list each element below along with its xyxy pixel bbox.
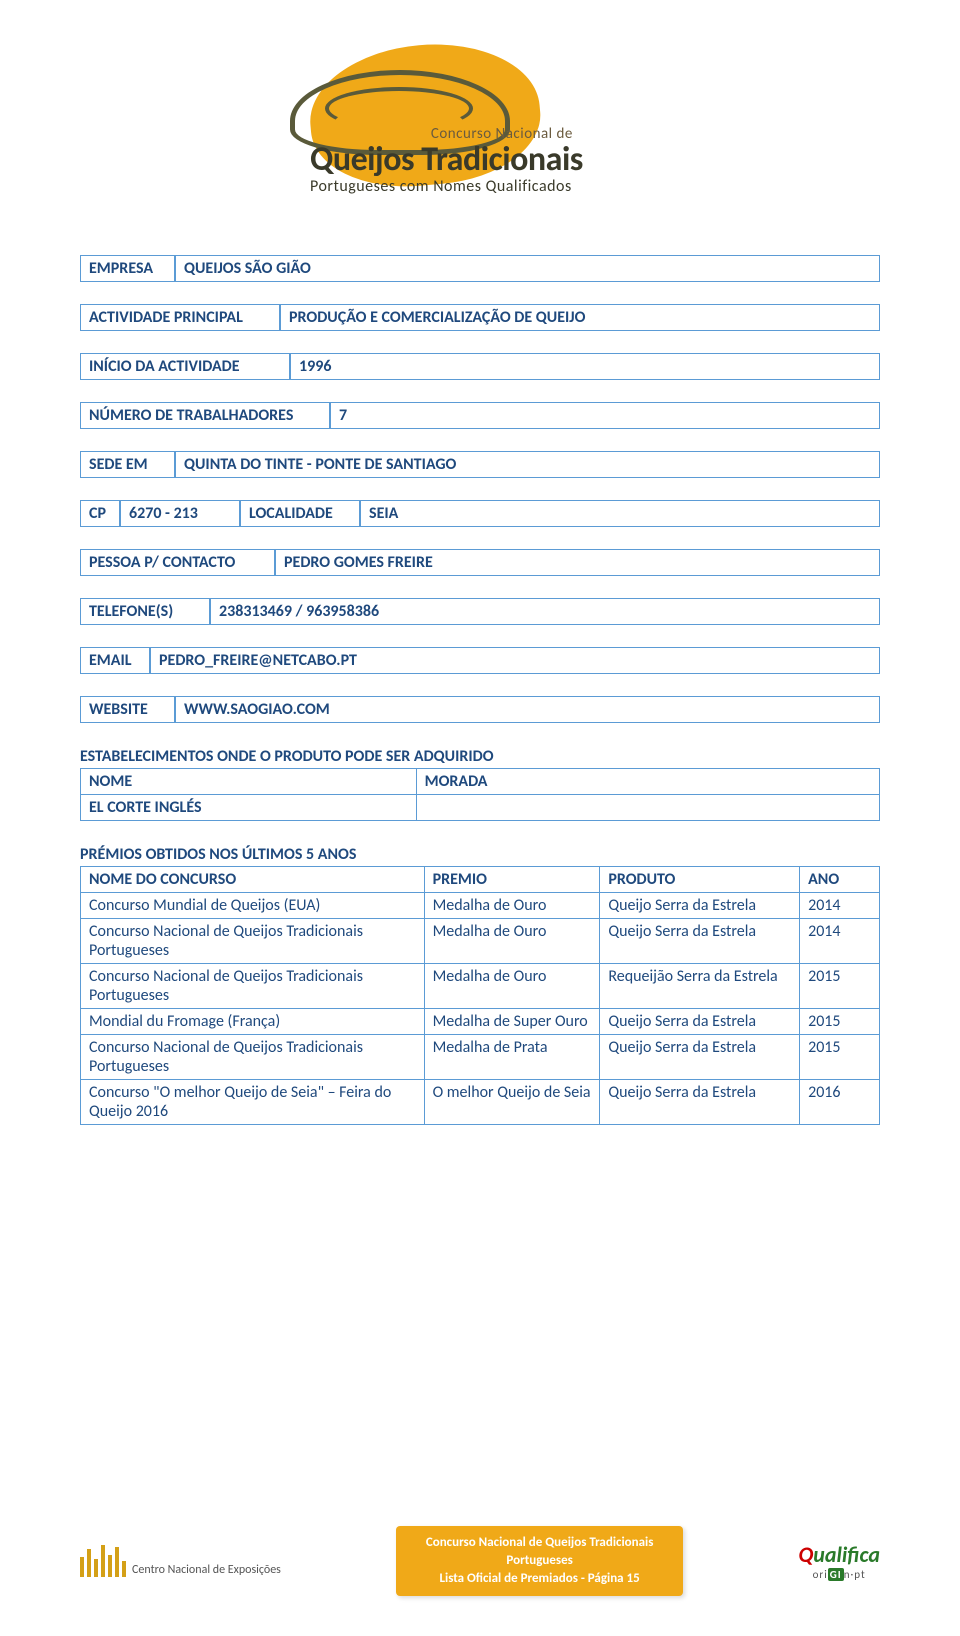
col-morada: MORADA bbox=[416, 769, 879, 795]
row-pessoa: PESSOA P/ CONTACTO PEDRO GOMES FREIRE bbox=[80, 549, 880, 576]
label-sede: SEDE EM bbox=[80, 451, 175, 478]
table-cell: Mondial du Fromage (França) bbox=[81, 1009, 425, 1035]
label-inicio: INÍCIO DA ACTIVIDADE bbox=[80, 353, 290, 380]
value-cp: 6270 - 213 bbox=[120, 500, 240, 527]
origin-pt-text: oriGIn·pt bbox=[798, 1568, 880, 1581]
table-cell: 2014 bbox=[800, 919, 880, 964]
value-numero: 7 bbox=[330, 402, 880, 429]
table-cell: Queijo Serra da Estrela bbox=[600, 893, 800, 919]
value-empresa: QUEIJOS SÃO GIÃO bbox=[175, 255, 880, 282]
table-cell: Medalha de Prata bbox=[424, 1035, 600, 1080]
premios-title: PRÉMIOS OBTIDOS NOS ÚLTIMOS 5 ANOS bbox=[80, 843, 880, 866]
logo-tagline: Portugueses com Nomes Qualificados bbox=[310, 177, 583, 196]
col-nome: NOME bbox=[81, 769, 417, 795]
table-row: NOME MORADA bbox=[81, 769, 880, 795]
table-cell: Concurso Nacional de Queijos Tradicionai… bbox=[81, 964, 425, 1009]
label-empresa: EMPRESA bbox=[80, 255, 175, 282]
footer-center-badge: Concurso Nacional de Queijos Tradicionai… bbox=[396, 1526, 684, 1597]
row-empresa: EMPRESA QUEIJOS SÃO GIÃO bbox=[80, 255, 880, 282]
logo-title: Queijos Tradicionais bbox=[310, 143, 583, 177]
row-actividade: ACTIVIDADE PRINCIPAL PRODUÇÃO E COMERCIA… bbox=[80, 304, 880, 331]
row-telefone: TELEFONE(S) 238313469 / 963958386 bbox=[80, 598, 880, 625]
label-actividade: ACTIVIDADE PRINCIPAL bbox=[80, 304, 280, 331]
value-inicio: 1996 bbox=[290, 353, 880, 380]
table-cell: Medalha de Ouro bbox=[424, 964, 600, 1009]
table-cell bbox=[416, 795, 879, 821]
table-cell: Medalha de Ouro bbox=[424, 919, 600, 964]
row-cp-localidade: CP 6270 - 213 LOCALIDADE SEIA bbox=[80, 500, 880, 527]
row-inicio: INÍCIO DA ACTIVIDADE 1996 bbox=[80, 353, 880, 380]
row-website: WEBSITE WWW.SAOGIAO.COM bbox=[80, 696, 880, 723]
qualifica-brand: Qualifica bbox=[798, 1541, 880, 1568]
table-cell: Queijo Serra da Estrela bbox=[600, 919, 800, 964]
table-row: Mondial du Fromage (França)Medalha de Su… bbox=[81, 1009, 880, 1035]
label-email: EMAIL bbox=[80, 647, 150, 674]
col-ano: ANO bbox=[800, 867, 880, 893]
value-website: WWW.SAOGIAO.COM bbox=[175, 696, 880, 723]
table-cell: Medalha de Ouro bbox=[424, 893, 600, 919]
table-row: EL CORTE INGLÉS bbox=[81, 795, 880, 821]
table-cell: Concurso Nacional de Queijos Tradicionai… bbox=[81, 1035, 425, 1080]
value-actividade: PRODUÇÃO E COMERCIALIZAÇÃO DE QUEIJO bbox=[280, 304, 880, 331]
table-cell: 2014 bbox=[800, 893, 880, 919]
premios-table: NOME DO CONCURSO PREMIO PRODUTO ANO Conc… bbox=[80, 866, 880, 1125]
estabelecimentos-title: ESTABELECIMENTOS ONDE O PRODUTO PODE SER… bbox=[80, 745, 880, 768]
table-cell: Queijo Serra da Estrela bbox=[600, 1080, 800, 1125]
table-row: Concurso Nacional de Queijos Tradicionai… bbox=[81, 919, 880, 964]
value-sede: QUINTA DO TINTE - PONTE DE SANTIAGO bbox=[175, 451, 880, 478]
table-cell: 2015 bbox=[800, 1035, 880, 1080]
label-numero: NÚMERO DE TRABALHADORES bbox=[80, 402, 330, 429]
table-row: Concurso Nacional de Queijos Tradicionai… bbox=[81, 964, 880, 1009]
table-cell: Concurso "O melhor Queijo de Seia" – Fei… bbox=[81, 1080, 425, 1125]
row-email: EMAIL PEDRO_FREIRE@NETCABO.PT bbox=[80, 647, 880, 674]
footer-center-line2: Portugueses bbox=[426, 1552, 654, 1570]
table-cell: Medalha de Super Ouro bbox=[424, 1009, 600, 1035]
col-concurso: NOME DO CONCURSO bbox=[81, 867, 425, 893]
value-telefone: 238313469 / 963958386 bbox=[210, 598, 880, 625]
table-row: NOME DO CONCURSO PREMIO PRODUTO ANO bbox=[81, 867, 880, 893]
table-cell: 2016 bbox=[800, 1080, 880, 1125]
footer-right-logo: Qualifica oriGIn·pt bbox=[798, 1541, 880, 1581]
header-logo: Concurso Nacional de Queijos Tradicionai… bbox=[80, 20, 880, 225]
cne-bars-icon bbox=[80, 1545, 126, 1577]
label-cp: CP bbox=[80, 500, 120, 527]
col-premio: PREMIO bbox=[424, 867, 600, 893]
estabelecimentos-table: NOME MORADA EL CORTE INGLÉS bbox=[80, 768, 880, 821]
table-cell: Queijo Serra da Estrela bbox=[600, 1009, 800, 1035]
row-sede: SEDE EM QUINTA DO TINTE - PONTE DE SANTI… bbox=[80, 451, 880, 478]
label-telefone: TELEFONE(S) bbox=[80, 598, 210, 625]
footer-left-text: Centro Nacional de Exposições bbox=[132, 1563, 281, 1577]
row-numero: NÚMERO DE TRABALHADORES 7 bbox=[80, 402, 880, 429]
footer-center-line3: Lista Oficial de Premiados - Página 15 bbox=[426, 1570, 654, 1588]
footer-center-line1: Concurso Nacional de Queijos Tradicionai… bbox=[426, 1534, 654, 1552]
label-localidade: LOCALIDADE bbox=[240, 500, 360, 527]
table-row: Concurso Nacional de Queijos Tradicionai… bbox=[81, 1035, 880, 1080]
page-footer: Centro Nacional de Exposições Concurso N… bbox=[0, 1516, 960, 1636]
table-cell: O melhor Queijo de Seia bbox=[424, 1080, 600, 1125]
table-row: Concurso Mundial de Queijos (EUA)Medalha… bbox=[81, 893, 880, 919]
table-cell: EL CORTE INGLÉS bbox=[81, 795, 417, 821]
table-cell: Queijo Serra da Estrela bbox=[600, 1035, 800, 1080]
label-pessoa: PESSOA P/ CONTACTO bbox=[80, 549, 275, 576]
table-row: Concurso "O melhor Queijo de Seia" – Fei… bbox=[81, 1080, 880, 1125]
value-email: PEDRO_FREIRE@NETCABO.PT bbox=[150, 647, 880, 674]
value-pessoa: PEDRO GOMES FREIRE bbox=[275, 549, 880, 576]
table-cell: Requeijão Serra da Estrela bbox=[600, 964, 800, 1009]
footer-left-logo: Centro Nacional de Exposições bbox=[80, 1545, 281, 1577]
table-cell: 2015 bbox=[800, 1009, 880, 1035]
table-cell: Concurso Nacional de Queijos Tradicionai… bbox=[81, 919, 425, 964]
value-localidade: SEIA bbox=[360, 500, 880, 527]
label-website: WEBSITE bbox=[80, 696, 175, 723]
table-cell: Concurso Mundial de Queijos (EUA) bbox=[81, 893, 425, 919]
col-produto: PRODUTO bbox=[600, 867, 800, 893]
table-cell: 2015 bbox=[800, 964, 880, 1009]
